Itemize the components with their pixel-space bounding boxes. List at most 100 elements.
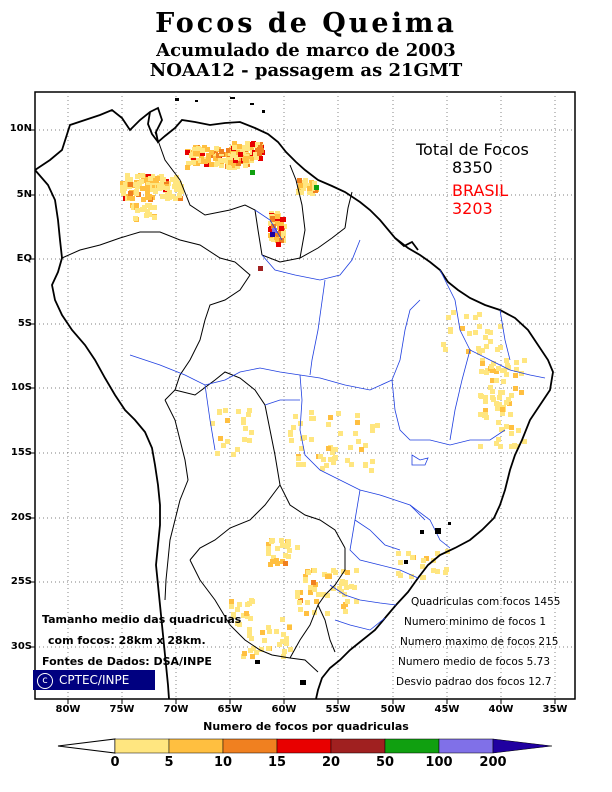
fire-cell [496, 366, 501, 371]
fire-cell [266, 625, 271, 630]
legend-label: 5 [164, 755, 174, 770]
fire-cell [339, 589, 344, 594]
fire-cell [504, 424, 509, 429]
fire-cell [215, 451, 220, 456]
fire-cell [298, 183, 303, 188]
fire-cell [353, 431, 358, 436]
fire-cell [204, 162, 209, 167]
fire-cell [497, 402, 502, 407]
fire-cell [431, 568, 436, 573]
fire-cell [243, 426, 248, 431]
fire-cell [238, 152, 243, 157]
fire-cell [488, 385, 493, 390]
fire-cell [507, 401, 512, 406]
fire-cell [210, 153, 215, 158]
fire-cell [270, 232, 275, 237]
fire-cell [237, 144, 242, 149]
fire-cell [370, 428, 375, 433]
fire-cell [504, 372, 509, 377]
legend-label: 15 [267, 755, 287, 770]
fire-cell [343, 602, 348, 607]
lon-label: 45W [434, 704, 460, 715]
fire-cell [275, 214, 280, 219]
legend-swatch [114, 738, 170, 754]
fire-cell [277, 217, 282, 222]
fire-cell [326, 422, 331, 427]
fire-cell [199, 156, 204, 161]
fire-cell [225, 439, 230, 444]
fire-cell [312, 568, 317, 573]
note-line: Fontes de Dados: DSA/INPE [42, 655, 212, 668]
fire-cell [178, 188, 183, 193]
fire-cell [258, 266, 263, 271]
fire-cell [145, 195, 150, 200]
fire-cell [519, 371, 524, 376]
fire-cell [298, 607, 303, 612]
fire-cell [274, 629, 279, 634]
fire-cell [478, 444, 483, 449]
fire-cell [480, 361, 485, 366]
fire-cell [491, 361, 496, 366]
fire-cell [305, 183, 310, 188]
legend-swatch [384, 738, 440, 754]
lakes-islands [175, 97, 451, 685]
fire-cell [186, 161, 191, 166]
fire-cell [345, 599, 350, 604]
fire-cell [299, 190, 304, 195]
lon-label: 75W [109, 704, 135, 715]
fire-cell [488, 330, 493, 335]
fire-cell [268, 221, 273, 226]
fire-cell [214, 146, 219, 151]
fire-cell [247, 601, 252, 606]
fire-cell [508, 412, 513, 417]
coastlines [34, 106, 554, 700]
legend-arrow-right [492, 738, 553, 754]
fire-cell [149, 187, 154, 192]
title-line-2: Acumulado de marco de 2003 [156, 40, 456, 61]
fire-cell [473, 315, 478, 320]
fire-cell [331, 460, 336, 465]
fire-cell [147, 212, 152, 217]
fire-cell [291, 425, 296, 430]
fire-cell [173, 181, 178, 186]
fire-cell [410, 555, 415, 560]
fire-cell [324, 463, 329, 468]
fire-cell [325, 593, 330, 598]
fire-cell [321, 457, 326, 462]
fire-cell [123, 182, 128, 187]
fire-cell [312, 587, 317, 592]
fire-cell [141, 197, 146, 202]
fire-cell [480, 358, 485, 363]
fire-cell [483, 335, 488, 340]
fire-cell [145, 209, 150, 214]
fire-cell [409, 574, 414, 579]
lat-label: 10S [10, 382, 32, 393]
fire-cell [509, 431, 514, 436]
fire-cell [150, 183, 155, 188]
fire-cell [363, 463, 368, 468]
fire-cell [223, 158, 228, 163]
fire-cell [223, 408, 228, 413]
fire-cell [128, 191, 133, 196]
fire-cell [254, 155, 259, 160]
fire-cell [157, 182, 162, 187]
fire-cell [275, 231, 280, 236]
fire-cell [355, 420, 360, 425]
fire-cell [165, 186, 170, 191]
fire-cell [281, 217, 286, 222]
fire-cell [209, 162, 214, 167]
fire-cell [320, 466, 325, 471]
fire-cell [279, 538, 284, 543]
fire-cell [130, 196, 135, 201]
fire-cell [251, 141, 256, 146]
country-label: BRASIL [452, 181, 509, 200]
fire-cell [255, 148, 260, 153]
fire-cell [244, 611, 249, 616]
fire-cell [121, 191, 126, 196]
fire-cell [185, 150, 190, 155]
stat-line: Numero maximo de focos 215 [400, 636, 559, 648]
fire-cell [509, 444, 514, 449]
fire-cell [396, 551, 401, 556]
fire-cell [500, 407, 505, 412]
